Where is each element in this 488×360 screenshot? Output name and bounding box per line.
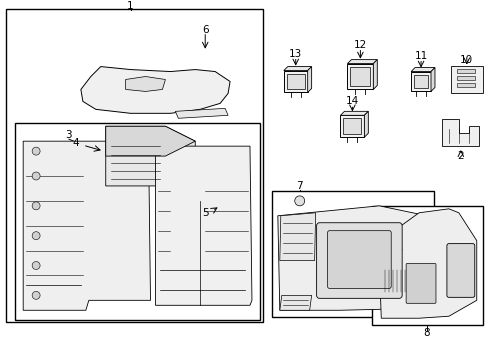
Polygon shape — [410, 68, 434, 72]
Polygon shape — [155, 146, 251, 305]
Polygon shape — [23, 141, 150, 310]
FancyBboxPatch shape — [343, 118, 361, 134]
FancyBboxPatch shape — [456, 68, 474, 73]
FancyBboxPatch shape — [286, 73, 304, 89]
Bar — [371, 206, 482, 325]
Text: 14: 14 — [345, 96, 358, 107]
Text: 11: 11 — [414, 51, 427, 60]
Circle shape — [32, 291, 40, 299]
FancyBboxPatch shape — [350, 67, 369, 86]
FancyBboxPatch shape — [283, 71, 307, 93]
Text: 2: 2 — [457, 151, 463, 161]
Polygon shape — [175, 108, 227, 118]
FancyBboxPatch shape — [456, 76, 474, 80]
Polygon shape — [430, 68, 434, 91]
Polygon shape — [340, 111, 367, 115]
Polygon shape — [277, 206, 426, 310]
Circle shape — [32, 147, 40, 155]
FancyBboxPatch shape — [327, 231, 390, 288]
Text: 1: 1 — [127, 1, 134, 11]
Text: 8: 8 — [423, 328, 429, 338]
Circle shape — [32, 202, 40, 210]
Polygon shape — [279, 213, 315, 261]
Polygon shape — [307, 67, 311, 93]
Text: 13: 13 — [288, 49, 302, 59]
Polygon shape — [105, 126, 195, 156]
Polygon shape — [372, 60, 377, 89]
Text: 3: 3 — [65, 130, 72, 140]
Text: 12: 12 — [353, 40, 366, 50]
Polygon shape — [105, 126, 195, 201]
FancyBboxPatch shape — [406, 264, 435, 303]
Bar — [271, 191, 433, 317]
Circle shape — [294, 196, 304, 206]
Circle shape — [32, 172, 40, 180]
Text: 5: 5 — [202, 208, 208, 218]
FancyBboxPatch shape — [340, 115, 364, 137]
Polygon shape — [379, 209, 476, 318]
Bar — [6, 9, 263, 322]
FancyBboxPatch shape — [456, 84, 474, 87]
FancyBboxPatch shape — [446, 244, 474, 297]
FancyBboxPatch shape — [316, 223, 401, 298]
Text: 6: 6 — [202, 25, 208, 35]
Bar — [15, 123, 260, 320]
Text: 4: 4 — [72, 138, 79, 148]
Circle shape — [32, 261, 40, 270]
Polygon shape — [450, 66, 482, 94]
Polygon shape — [125, 77, 165, 91]
FancyBboxPatch shape — [410, 72, 430, 91]
FancyBboxPatch shape — [347, 64, 372, 89]
Text: 9: 9 — [395, 251, 402, 261]
Polygon shape — [347, 60, 377, 64]
Polygon shape — [283, 67, 311, 71]
FancyBboxPatch shape — [413, 75, 427, 89]
Polygon shape — [81, 67, 230, 113]
Polygon shape — [279, 295, 311, 310]
Circle shape — [32, 232, 40, 240]
Polygon shape — [364, 111, 367, 137]
Text: 10: 10 — [459, 55, 472, 64]
Text: 7: 7 — [296, 181, 303, 191]
Polygon shape — [441, 119, 478, 146]
